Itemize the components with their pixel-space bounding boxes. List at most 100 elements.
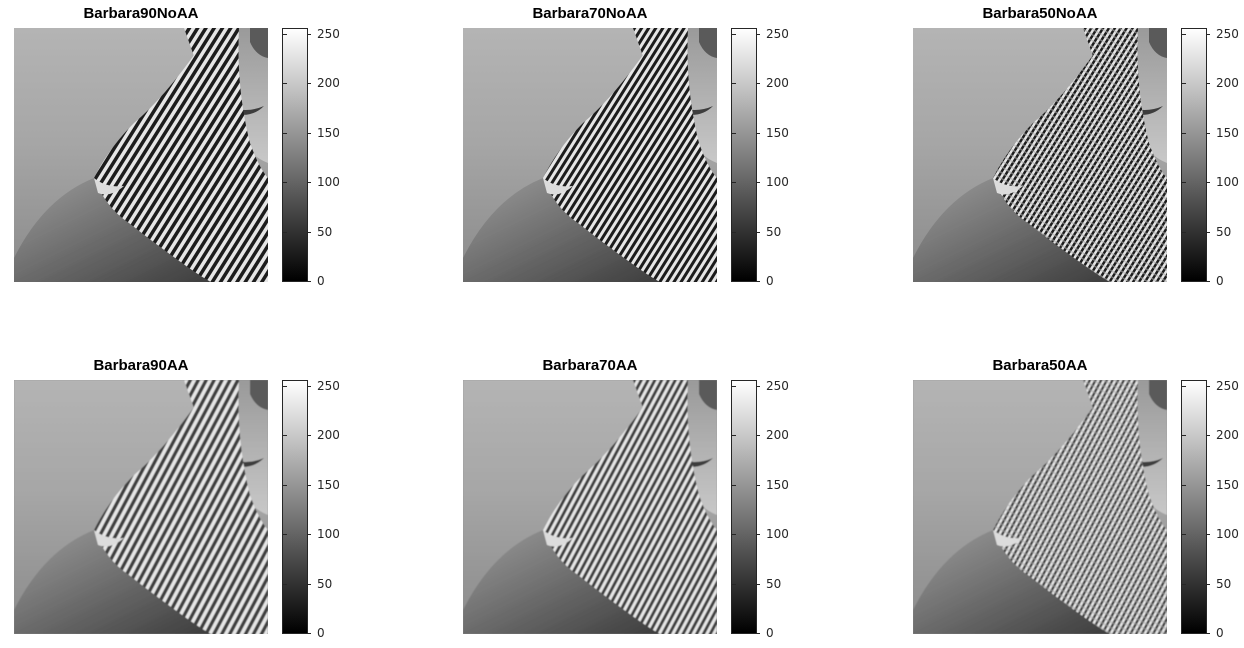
colorbar-tick — [756, 133, 760, 134]
image-axes — [913, 380, 1167, 634]
colorbar-tick-label: 50 — [317, 577, 333, 591]
colorbar-tick — [1182, 281, 1186, 282]
colorbar-tick — [1206, 232, 1210, 233]
colorbar-tick — [756, 34, 760, 35]
colorbar-tick-label: 50 — [317, 225, 333, 239]
colorbar-tick — [732, 281, 736, 282]
colorbar-tick — [1182, 435, 1186, 436]
panel-title: Barbara70AA — [542, 357, 638, 374]
colorbar-tick — [732, 386, 736, 387]
colorbar-tick — [732, 182, 736, 183]
image-axes — [463, 380, 717, 634]
panel-title: Barbara90AA — [93, 357, 189, 374]
colorbar-tick — [1206, 34, 1210, 35]
image-axes — [463, 28, 717, 282]
colorbar-tick-label: 150 — [317, 126, 340, 140]
colorbar-tick — [732, 435, 736, 436]
colorbar-tick-label: 100 — [1216, 175, 1239, 189]
colorbar-tick-label: 0 — [317, 626, 325, 640]
colorbar: 250 200 150 100 50 0 — [282, 28, 340, 287]
colorbar-tick — [283, 386, 287, 387]
colorbar-tick-label: 100 — [317, 527, 340, 541]
panel-title: Barbara70NoAA — [532, 5, 648, 22]
colorbar-tick — [1182, 584, 1186, 585]
colorbar: 250 200 150 100 50 0 — [731, 28, 789, 287]
colorbar-tick — [1206, 633, 1210, 634]
colorbar-tick-label: 150 — [766, 478, 789, 492]
colorbar-tick-label: 0 — [1216, 274, 1224, 288]
colorbar-tick-label: 0 — [766, 626, 774, 640]
colorbar-tick — [756, 83, 760, 84]
colorbar-tick — [283, 633, 287, 634]
colorbar-tick — [283, 435, 287, 436]
colorbar-tick-label: 200 — [1216, 76, 1239, 90]
panel-title: Barbara90NoAA — [83, 5, 199, 22]
colorbar-tick — [1182, 386, 1186, 387]
colorbar-tick — [283, 534, 287, 535]
colorbar-tick — [1206, 83, 1210, 84]
colorbar-tick — [1182, 133, 1186, 134]
colorbar-tick-label: 50 — [1216, 225, 1232, 239]
colorbar-tick — [1182, 34, 1186, 35]
colorbar-tick-label: 50 — [1216, 577, 1232, 591]
colorbar-tick — [1206, 386, 1210, 387]
colorbar: 250 200 150 100 50 0 — [1181, 380, 1239, 639]
barbara-image — [14, 380, 268, 634]
colorbar-tick-label: 0 — [766, 274, 774, 288]
colorbar-tick — [1182, 232, 1186, 233]
colorbar-tick-label: 50 — [766, 577, 782, 591]
colorbar-tick — [1182, 83, 1186, 84]
colorbar-tick-label: 0 — [1216, 626, 1224, 640]
colorbar-tick-label: 150 — [766, 126, 789, 140]
colorbar-tick — [283, 83, 287, 84]
colorbar-tick-label: 150 — [1216, 126, 1239, 140]
colorbar-tick — [283, 232, 287, 233]
image-axes — [14, 380, 268, 634]
colorbar-tick — [756, 386, 760, 387]
colorbar-tick-label: 0 — [317, 274, 325, 288]
colorbar-tick — [756, 182, 760, 183]
colorbar-tick — [732, 534, 736, 535]
colorbar-tick-label: 250 — [317, 379, 340, 393]
colorbar-tick — [307, 534, 311, 535]
colorbar-tick — [732, 133, 736, 134]
image-axes — [913, 28, 1167, 282]
colorbar-tick-label: 100 — [766, 527, 789, 541]
colorbar-tick — [732, 633, 736, 634]
colorbar-tick — [307, 386, 311, 387]
colorbar: 250 200 150 100 50 0 — [282, 380, 340, 639]
colorbar-tick-label: 150 — [1216, 478, 1239, 492]
colorbar-tick — [283, 182, 287, 183]
colorbar-tick — [732, 584, 736, 585]
colorbar-tick — [307, 485, 311, 486]
colorbar-tick-label: 100 — [766, 175, 789, 189]
colorbar-tick — [307, 182, 311, 183]
colorbar-tick — [283, 485, 287, 486]
colorbar-tick — [307, 83, 311, 84]
colorbar-tick — [756, 584, 760, 585]
colorbar-tick — [307, 34, 311, 35]
panel-title: Barbara50AA — [992, 357, 1088, 374]
colorbar-tick — [1182, 534, 1186, 535]
colorbar-tick-label: 100 — [1216, 527, 1239, 541]
colorbar-tick — [1206, 435, 1210, 436]
colorbar-tick — [732, 485, 736, 486]
colorbar: 250 200 150 100 50 0 — [731, 380, 789, 639]
colorbar-tick — [1206, 485, 1210, 486]
colorbar: 250 200 150 100 50 0 — [1181, 28, 1239, 287]
colorbar-tick — [732, 34, 736, 35]
colorbar-tick-label: 200 — [317, 76, 340, 90]
colorbar-tick — [307, 232, 311, 233]
colorbar-tick — [307, 435, 311, 436]
colorbar-tick — [1206, 133, 1210, 134]
colorbar-tick-label: 100 — [317, 175, 340, 189]
colorbar-tick — [756, 232, 760, 233]
colorbar-tick-label: 200 — [766, 428, 789, 442]
colorbar-tick — [1206, 281, 1210, 282]
colorbar-tick — [732, 232, 736, 233]
colorbar-tick — [756, 281, 760, 282]
colorbar-tick-label: 250 — [766, 27, 789, 41]
colorbar-tick-label: 250 — [1216, 27, 1239, 41]
barbara-image — [14, 28, 268, 282]
colorbar-tick — [307, 133, 311, 134]
